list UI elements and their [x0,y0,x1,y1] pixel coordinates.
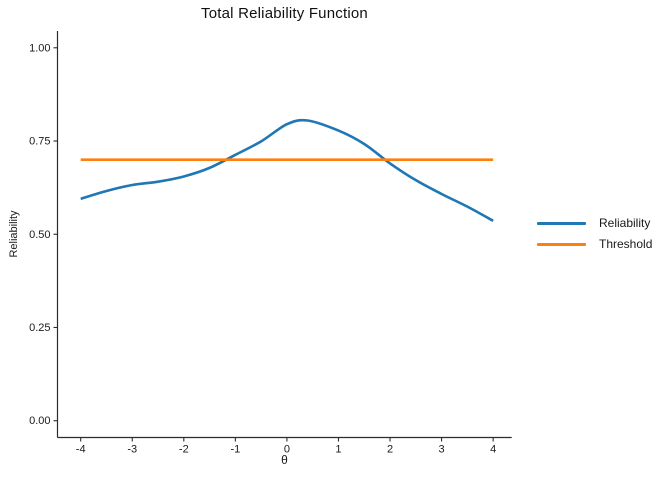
x-tick-label: 3 [439,444,445,456]
threshold-line-key-icon [537,242,586,246]
legend-label-reliability: Reliability [599,216,651,230]
x-tick-label: -1 [230,444,240,456]
chart-title: Total Reliability Function [201,5,368,22]
reliability-line-key-icon [537,221,586,225]
y-tick-label: 0.00 [29,415,50,427]
x-tick-label: -4 [76,444,86,456]
x-tick-label: -2 [179,444,189,456]
x-tick-label: 4 [490,444,496,456]
y-tick-label: 0.50 [29,229,50,241]
x-tick-label: -3 [127,444,137,456]
x-axis-label: θ [281,453,288,467]
x-tick-label: 0 [284,444,290,456]
legend-entry-reliability: Reliability [537,216,652,230]
y-tick-label: 0.25 [29,322,50,334]
reliability-line [80,118,494,222]
legend: Reliability Threshold [537,216,653,251]
legend-label-threshold: Threshold [599,237,653,251]
x-tick-label: 1 [335,444,341,456]
x-tick-label: 2 [387,444,393,456]
legend-entry-threshold: Threshold [537,237,653,251]
y-tick-label: 1.00 [29,42,50,54]
y-tick-label: 0.75 [29,136,50,148]
